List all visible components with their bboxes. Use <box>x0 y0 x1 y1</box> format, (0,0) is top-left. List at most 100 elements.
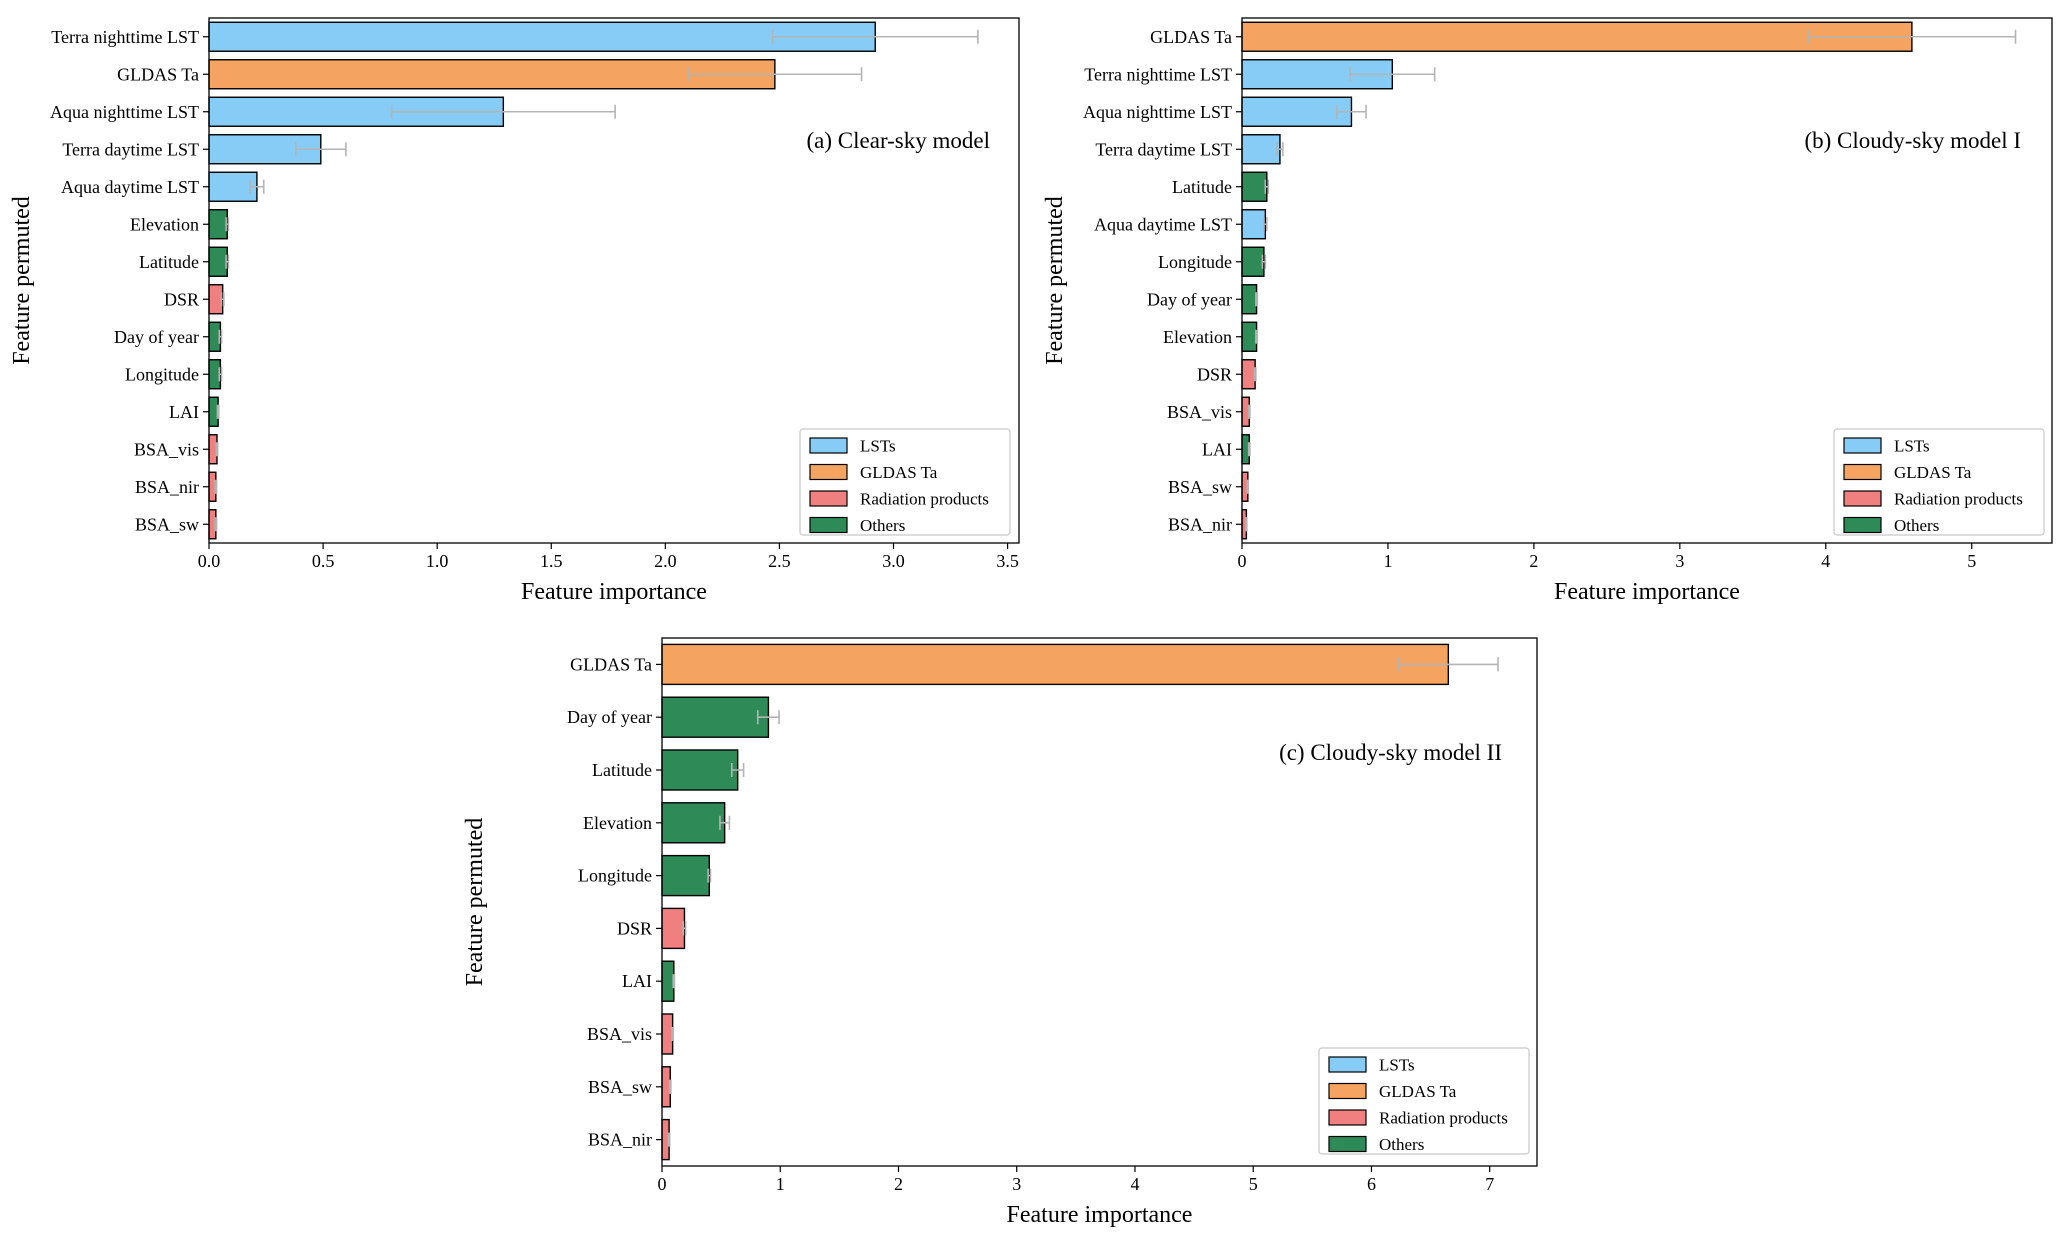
bar-bsa-vis <box>661 1013 674 1055</box>
x-tick-label: 5 <box>1967 551 1976 571</box>
y-tick-label-aqua-nighttime-lst: Aqua nighttime LST <box>50 102 199 122</box>
legend-swatch-gldas-ta <box>809 463 848 481</box>
legend-swatch-gldas-ta <box>1328 1082 1367 1100</box>
legend-label-radiation-products: Radiation products <box>1379 1109 1508 1128</box>
error-bar-elevation <box>719 815 731 830</box>
legend-swatch-others <box>809 516 848 534</box>
chart-panel-1: Terra nighttime LST GLDAS Ta Aqua nighttim… <box>9 17 1020 605</box>
error-bar-bsa-nir <box>214 479 218 494</box>
legend-label-lsts: LSTs <box>1379 1056 1415 1075</box>
legend: LSTs GLDAS Ta Radiation products Others <box>799 428 1011 536</box>
y-tick-label-dsr: DSR <box>617 918 652 938</box>
y-tick-label-bsa-sw: BSA_sw <box>588 1077 652 1097</box>
y-tick-label-bsa-nir: BSA_nir <box>1168 514 1232 534</box>
x-axis-label: Feature importance <box>521 579 707 605</box>
bar-aqua-daytime-lst <box>1241 209 1267 240</box>
x-tick-label: 3 <box>1012 1174 1021 1194</box>
y-tick-label-terra-nighttime-lst: Terra nighttime LST <box>51 27 199 47</box>
y-tick-label-bsa-vis: BSA_vis <box>1167 402 1232 422</box>
error-bar-aqua-nighttime-lst <box>1336 104 1367 119</box>
error-bar-lai <box>1247 442 1251 457</box>
legend-swatch-gldas-ta <box>1843 463 1882 481</box>
y-tick-label-terra-nighttime-lst: Terra nighttime LST <box>1084 64 1232 84</box>
legend-swatch-lsts <box>809 437 848 454</box>
x-axis-label: Feature importance <box>1007 1202 1193 1228</box>
y-tick-label-bsa-nir: BSA_nir <box>588 1130 652 1150</box>
error-bar-bsa-vis <box>671 1027 675 1041</box>
y-tick-label-bsa-sw: BSA_sw <box>135 514 199 534</box>
x-tick-label: 3 <box>1675 551 1684 571</box>
bar-dsr <box>1241 359 1256 390</box>
error-bar-dsr <box>682 921 687 936</box>
legend-label-radiation-products: Radiation products <box>1894 490 2023 509</box>
error-bar-day-of-year <box>1255 292 1259 307</box>
legend-label-others: Others <box>860 516 905 535</box>
error-bar-terra-daytime-lst <box>1276 142 1284 157</box>
error-bar-aqua-nighttime-lst <box>390 104 616 119</box>
y-tick-label-bsa-nir: BSA_nir <box>135 477 199 497</box>
error-bar-elevation <box>1255 329 1259 344</box>
error-bar-bsa-sw <box>668 1079 672 1094</box>
error-bar-gldas-ta <box>687 67 863 82</box>
y-axis-label: Feature permuted <box>1042 196 1068 365</box>
error-bar-bsa-vis <box>215 442 219 457</box>
legend-swatch-radiation-products <box>1843 490 1882 507</box>
y-tick-label-latitude: Latitude <box>139 252 199 272</box>
y-tick-label-latitude: Latitude <box>1172 177 1232 197</box>
error-bar-gldas-ta <box>1807 29 2017 44</box>
y-tick-label-gldas-ta: GLDAS Ta <box>1150 27 1232 47</box>
bar-lai <box>661 960 675 1002</box>
y-tick-label-longitude: Longitude <box>1158 252 1232 272</box>
bar-elevation <box>661 802 726 844</box>
bar-latitude <box>1241 171 1268 202</box>
y-tick-label-aqua-nighttime-lst: Aqua nighttime LST <box>1083 102 1232 122</box>
plot-frame <box>661 637 1538 1167</box>
legend-label-lsts: LSTs <box>1894 437 1930 456</box>
y-tick-label-elevation: Elevation <box>1163 327 1232 347</box>
x-tick-label: 3.0 <box>882 551 905 571</box>
error-bar-latitude <box>225 254 230 269</box>
x-tick-label: 1 <box>1383 551 1392 571</box>
x-tick-label: 0 <box>658 1174 667 1194</box>
error-bar-day-of-year <box>218 329 223 344</box>
y-tick-label-latitude: Latitude <box>592 760 652 780</box>
y-tick-label-aqua-daytime-lst: Aqua daytime LST <box>61 177 199 197</box>
error-bar-longitude <box>1261 254 1267 269</box>
x-tick-label: 0 <box>1238 551 1247 571</box>
plot-frame <box>208 17 1020 544</box>
x-tick-label: 2 <box>1529 551 1538 571</box>
bar-latitude <box>661 749 739 791</box>
error-bar-latitude <box>1264 179 1270 194</box>
legend-box <box>1318 1047 1530 1155</box>
bar-day-of-year <box>1241 284 1258 315</box>
x-tick-label: 4 <box>1821 551 1830 571</box>
error-bar-lai <box>216 404 220 419</box>
bar-dsr <box>208 284 224 315</box>
error-bar-bsa-vis <box>1247 404 1251 419</box>
legend-swatch-others <box>1843 516 1882 534</box>
error-bar-dsr <box>220 292 225 307</box>
legend: LSTs GLDAS Ta Radiation products Others <box>1833 428 2045 536</box>
y-tick-label-aqua-daytime-lst: Aqua daytime LST <box>1094 214 1232 234</box>
x-tick-label: 1.0 <box>426 551 449 571</box>
error-bar-longitude <box>707 868 712 883</box>
x-tick-label: 1.5 <box>540 551 563 571</box>
bar-longitude <box>661 854 710 897</box>
error-bar-longitude <box>218 367 223 382</box>
chart-panel-2: GLDAS Ta Terra nighttime LST Aqua nighttim… <box>1042 17 2053 605</box>
x-tick-label: 2.0 <box>654 551 677 571</box>
y-tick-label-terra-daytime-lst: Terra daytime LST <box>62 139 199 159</box>
legend-label-gldas-ta: GLDAS Ta <box>1894 463 1972 482</box>
error-bar-elevation <box>225 217 230 232</box>
y-tick-label-elevation: Elevation <box>583 813 652 833</box>
legend-swatch-others <box>1328 1135 1367 1153</box>
legend-swatch-radiation-products <box>809 490 848 507</box>
y-tick-label-elevation: Elevation <box>130 214 199 234</box>
legend-box <box>799 428 1011 536</box>
error-bar-latitude <box>730 763 745 777</box>
y-tick-label-longitude: Longitude <box>125 364 199 384</box>
bar-gldas-ta <box>661 643 1450 686</box>
legend-box <box>1833 428 2045 536</box>
bar-aqua-daytime-lst <box>208 171 258 202</box>
